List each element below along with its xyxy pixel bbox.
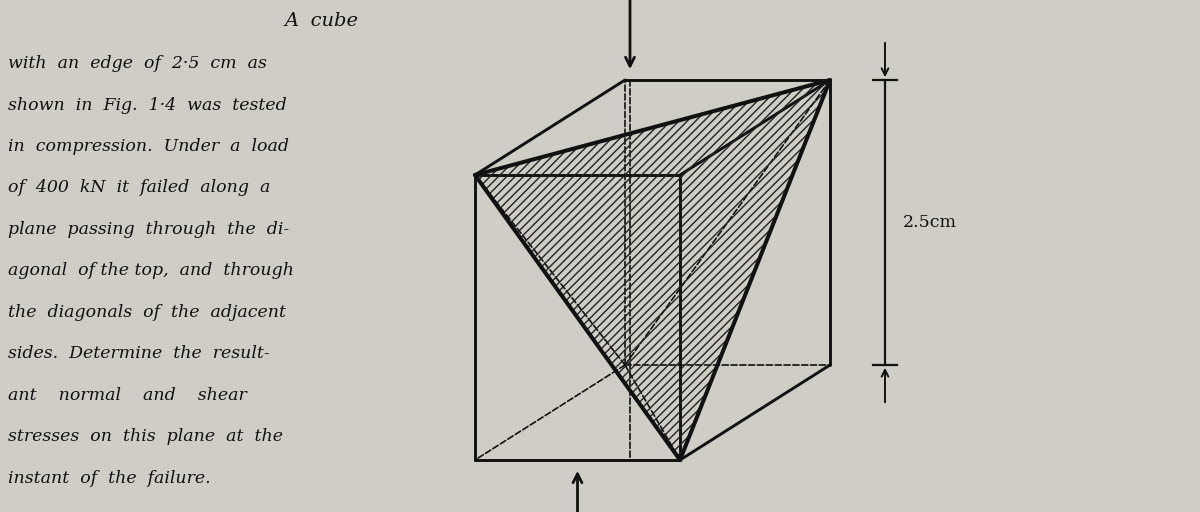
Text: instant  of  the  failure.: instant of the failure. xyxy=(8,470,211,487)
Text: the  diagonals  of  the  adjacent: the diagonals of the adjacent xyxy=(8,304,286,321)
Text: agonal  of the top,  and  through: agonal of the top, and through xyxy=(8,263,294,280)
Text: stresses  on  this  plane  at  the: stresses on this plane at the xyxy=(8,429,283,445)
Text: sides.  Determine  the  result-: sides. Determine the result- xyxy=(8,346,270,362)
Text: ant    normal    and    shear: ant normal and shear xyxy=(8,387,247,404)
Text: A  cube: A cube xyxy=(284,12,358,30)
Text: shown  in  Fig.  1·4  was  tested: shown in Fig. 1·4 was tested xyxy=(8,96,287,114)
Text: of  400  kN  it  failed  along  a: of 400 kN it failed along a xyxy=(8,180,270,197)
Text: plane  passing  through  the  di-: plane passing through the di- xyxy=(8,221,289,238)
Text: 2.5cm: 2.5cm xyxy=(904,214,958,231)
Text: with  an  edge  of  2·5  cm  as: with an edge of 2·5 cm as xyxy=(8,55,266,72)
Text: in  compression.  Under  a  load: in compression. Under a load xyxy=(8,138,289,155)
